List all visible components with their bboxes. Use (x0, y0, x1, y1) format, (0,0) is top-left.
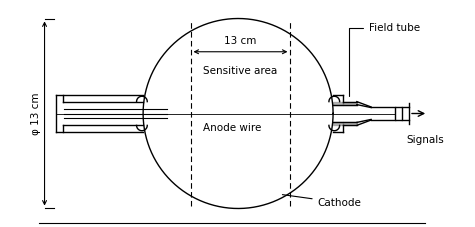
Text: Anode wire: Anode wire (203, 123, 261, 133)
Text: Sensitive area: Sensitive area (203, 66, 277, 76)
Text: Cathode: Cathode (283, 195, 361, 207)
Text: 13 cm: 13 cm (224, 36, 256, 46)
Text: Field tube: Field tube (349, 23, 420, 96)
Bar (395, 107, 402, 120)
Text: φ 13 cm: φ 13 cm (31, 92, 41, 135)
Text: Signals: Signals (407, 135, 445, 145)
